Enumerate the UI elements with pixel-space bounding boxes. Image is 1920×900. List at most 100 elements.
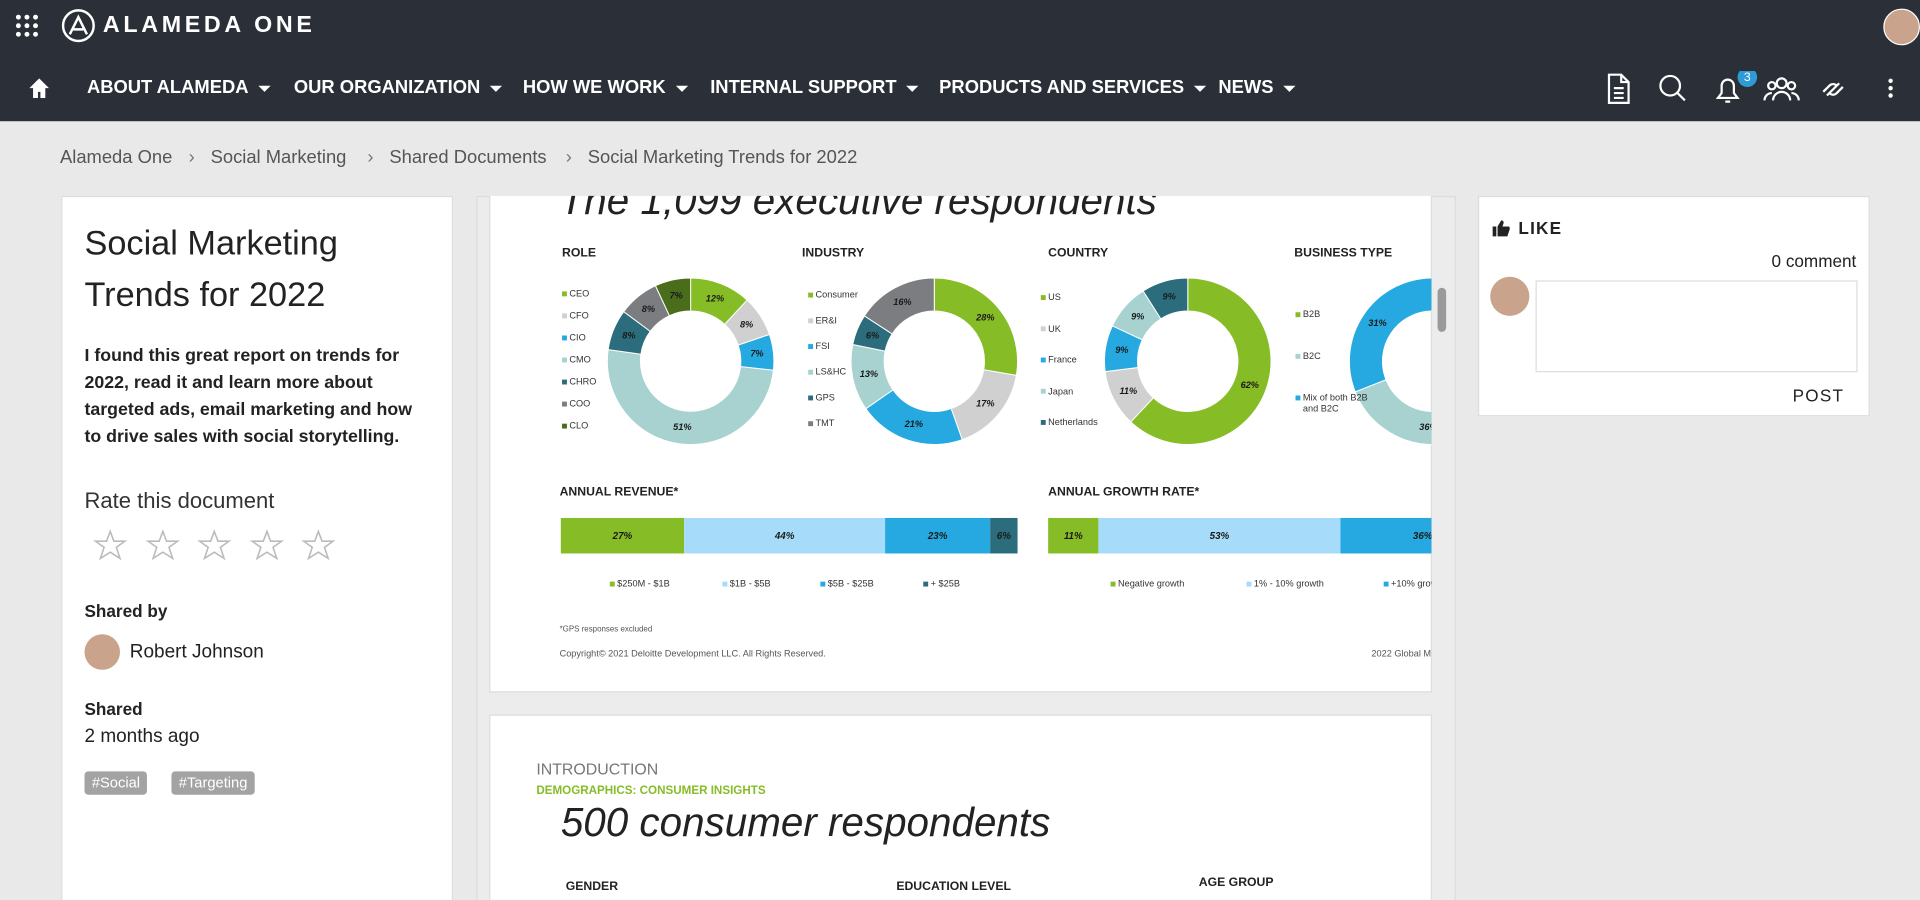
legend-swatch bbox=[1040, 388, 1046, 394]
legend-swatch bbox=[562, 313, 567, 319]
commenter-avatar bbox=[1490, 276, 1530, 316]
rating-star[interactable] bbox=[249, 529, 285, 561]
post-button[interactable]: POST bbox=[1792, 385, 1845, 406]
more-icon[interactable] bbox=[1888, 78, 1893, 98]
legend-label: 1% - 10% growth bbox=[1253, 577, 1324, 589]
rating-star[interactable] bbox=[93, 529, 128, 561]
legend-label-box: Consumer bbox=[815, 288, 858, 301]
nav-item[interactable]: ABOUT ALAMEDA bbox=[87, 77, 271, 98]
chart-title: BUSINESS TYPE bbox=[1294, 246, 1392, 260]
breadcrumb-separator: › bbox=[565, 146, 572, 168]
legend-label-box: B2C bbox=[1302, 350, 1321, 362]
legend-label: CEO bbox=[569, 287, 590, 299]
stacked-bar-segment bbox=[684, 517, 886, 554]
legend-label-box: CMO bbox=[569, 354, 590, 365]
nav-item[interactable]: INTERNAL SUPPORT bbox=[710, 77, 918, 98]
legend-label: CFO bbox=[569, 309, 589, 321]
document-pages: The 1,099 executive respondents *GPS res… bbox=[489, 195, 1447, 900]
nav-item[interactable]: PRODUCTS AND SERVICES bbox=[939, 77, 1206, 98]
legend-label-box: $1B - $5B bbox=[729, 577, 771, 589]
people-icon[interactable] bbox=[1763, 77, 1800, 101]
legend-label-box: France bbox=[1048, 354, 1077, 365]
legend-label: COO bbox=[569, 397, 591, 409]
legend-label: CLO bbox=[569, 420, 589, 432]
legend-swatch bbox=[808, 369, 814, 375]
legend-label-box: 1% - 10% growth bbox=[1253, 577, 1324, 589]
legend-swatch bbox=[1295, 312, 1301, 318]
link-icon[interactable] bbox=[1822, 82, 1844, 97]
stacked-bar-segment bbox=[885, 517, 991, 554]
app-launcher[interactable] bbox=[15, 13, 39, 37]
chart-title: INDUSTRY bbox=[802, 246, 864, 260]
author-avatar bbox=[84, 634, 121, 670]
legend-label-box: Mix of both B2B and B2C bbox=[1302, 391, 1368, 415]
legend-swatch bbox=[1383, 581, 1389, 587]
legend-swatch bbox=[562, 357, 567, 363]
legend-label-box: +10% growth bbox=[1391, 578, 1431, 589]
legend-label: Mix of both B2B and B2C bbox=[1302, 391, 1368, 415]
like-icon[interactable] bbox=[1491, 219, 1511, 237]
author-name[interactable]: Robert Johnson bbox=[129, 641, 264, 663]
segment-label: 13% bbox=[860, 369, 878, 379]
notification-badge bbox=[1737, 71, 1758, 87]
legend-label-box: UK bbox=[1048, 323, 1061, 334]
legend-swatch bbox=[722, 581, 728, 587]
donut-segment bbox=[1354, 379, 1432, 445]
comment-input[interactable] bbox=[1535, 280, 1858, 373]
breadcrumb-link[interactable]: Shared Documents bbox=[389, 146, 547, 168]
nav-item[interactable]: NEWS bbox=[1218, 77, 1295, 98]
legend-label: FSI bbox=[815, 340, 830, 352]
tag[interactable]: #Targeting bbox=[171, 771, 255, 795]
legend-swatch bbox=[923, 581, 929, 587]
home-icon[interactable] bbox=[28, 77, 50, 99]
segment-label: 51% bbox=[673, 422, 691, 432]
breadcrumb-link[interactable]: Alameda One bbox=[60, 146, 173, 168]
segment-label: 28% bbox=[975, 313, 994, 323]
segment-label: 8% bbox=[642, 304, 655, 314]
page-heading: The 1,099 executive respondents bbox=[560, 196, 1157, 223]
donut-segment bbox=[654, 277, 692, 317]
rating-star[interactable] bbox=[197, 529, 232, 561]
scrollbar-thumb[interactable] bbox=[1437, 287, 1447, 332]
user-avatar[interactable] bbox=[1883, 8, 1920, 46]
like-button[interactable]: LIKE bbox=[1518, 217, 1563, 238]
rating-star[interactable] bbox=[145, 529, 181, 561]
legend-swatch bbox=[1040, 326, 1046, 332]
subsection-label: DEMOGRAPHICS: CONSUMER INSIGHTS bbox=[536, 784, 766, 797]
donut-segment bbox=[1348, 277, 1432, 393]
segment-label: 9% bbox=[1163, 292, 1176, 302]
segment-label: 36% bbox=[1419, 422, 1437, 432]
breadcrumb-link[interactable]: Social Marketing bbox=[210, 146, 347, 168]
rating-star[interactable] bbox=[301, 529, 336, 561]
legend-swatch bbox=[1246, 581, 1252, 587]
stacked-bar-segment bbox=[1340, 517, 1432, 554]
search-icon[interactable] bbox=[1659, 74, 1686, 102]
segment-label: 9% bbox=[1131, 312, 1144, 322]
tag[interactable]: #Social bbox=[84, 771, 148, 795]
legend-label: B2C bbox=[1302, 350, 1321, 362]
legend-swatch bbox=[1040, 295, 1046, 301]
legend-label: $1B - $5B bbox=[729, 577, 771, 589]
chart-title: EDUCATION LEVEL bbox=[896, 879, 1011, 893]
segment-label: 53% bbox=[1210, 531, 1230, 542]
legend-label-box: TMT bbox=[816, 418, 835, 429]
chart-title: ROLE bbox=[562, 246, 596, 260]
app-name[interactable]: ALAMEDA ONE bbox=[102, 12, 316, 38]
legend-label: $5B - $25B bbox=[827, 577, 874, 589]
documents-icon[interactable] bbox=[1607, 73, 1630, 104]
legend-label-box: FSI bbox=[815, 340, 830, 352]
legend-label: Japan bbox=[1048, 385, 1074, 397]
nav-item[interactable]: HOW WE WORK bbox=[523, 77, 688, 98]
shared-time: 2 months ago bbox=[84, 726, 200, 747]
nav-item[interactable]: OUR ORGANIZATION bbox=[294, 77, 502, 98]
logo-mark[interactable] bbox=[61, 9, 95, 43]
legend-swatch bbox=[1110, 581, 1116, 587]
legend-label-box: CFO bbox=[569, 309, 589, 321]
legend-label: Consumer bbox=[815, 288, 858, 301]
rating-label: Rate this document bbox=[84, 488, 275, 514]
stacked-bar-segment bbox=[1098, 517, 1341, 554]
legend-label: US bbox=[1048, 291, 1061, 303]
notifications-icon[interactable] bbox=[1715, 78, 1740, 103]
copyright: Copyright© 2021 Deloitte Development LLC… bbox=[560, 648, 826, 658]
legend-swatch bbox=[562, 291, 567, 297]
